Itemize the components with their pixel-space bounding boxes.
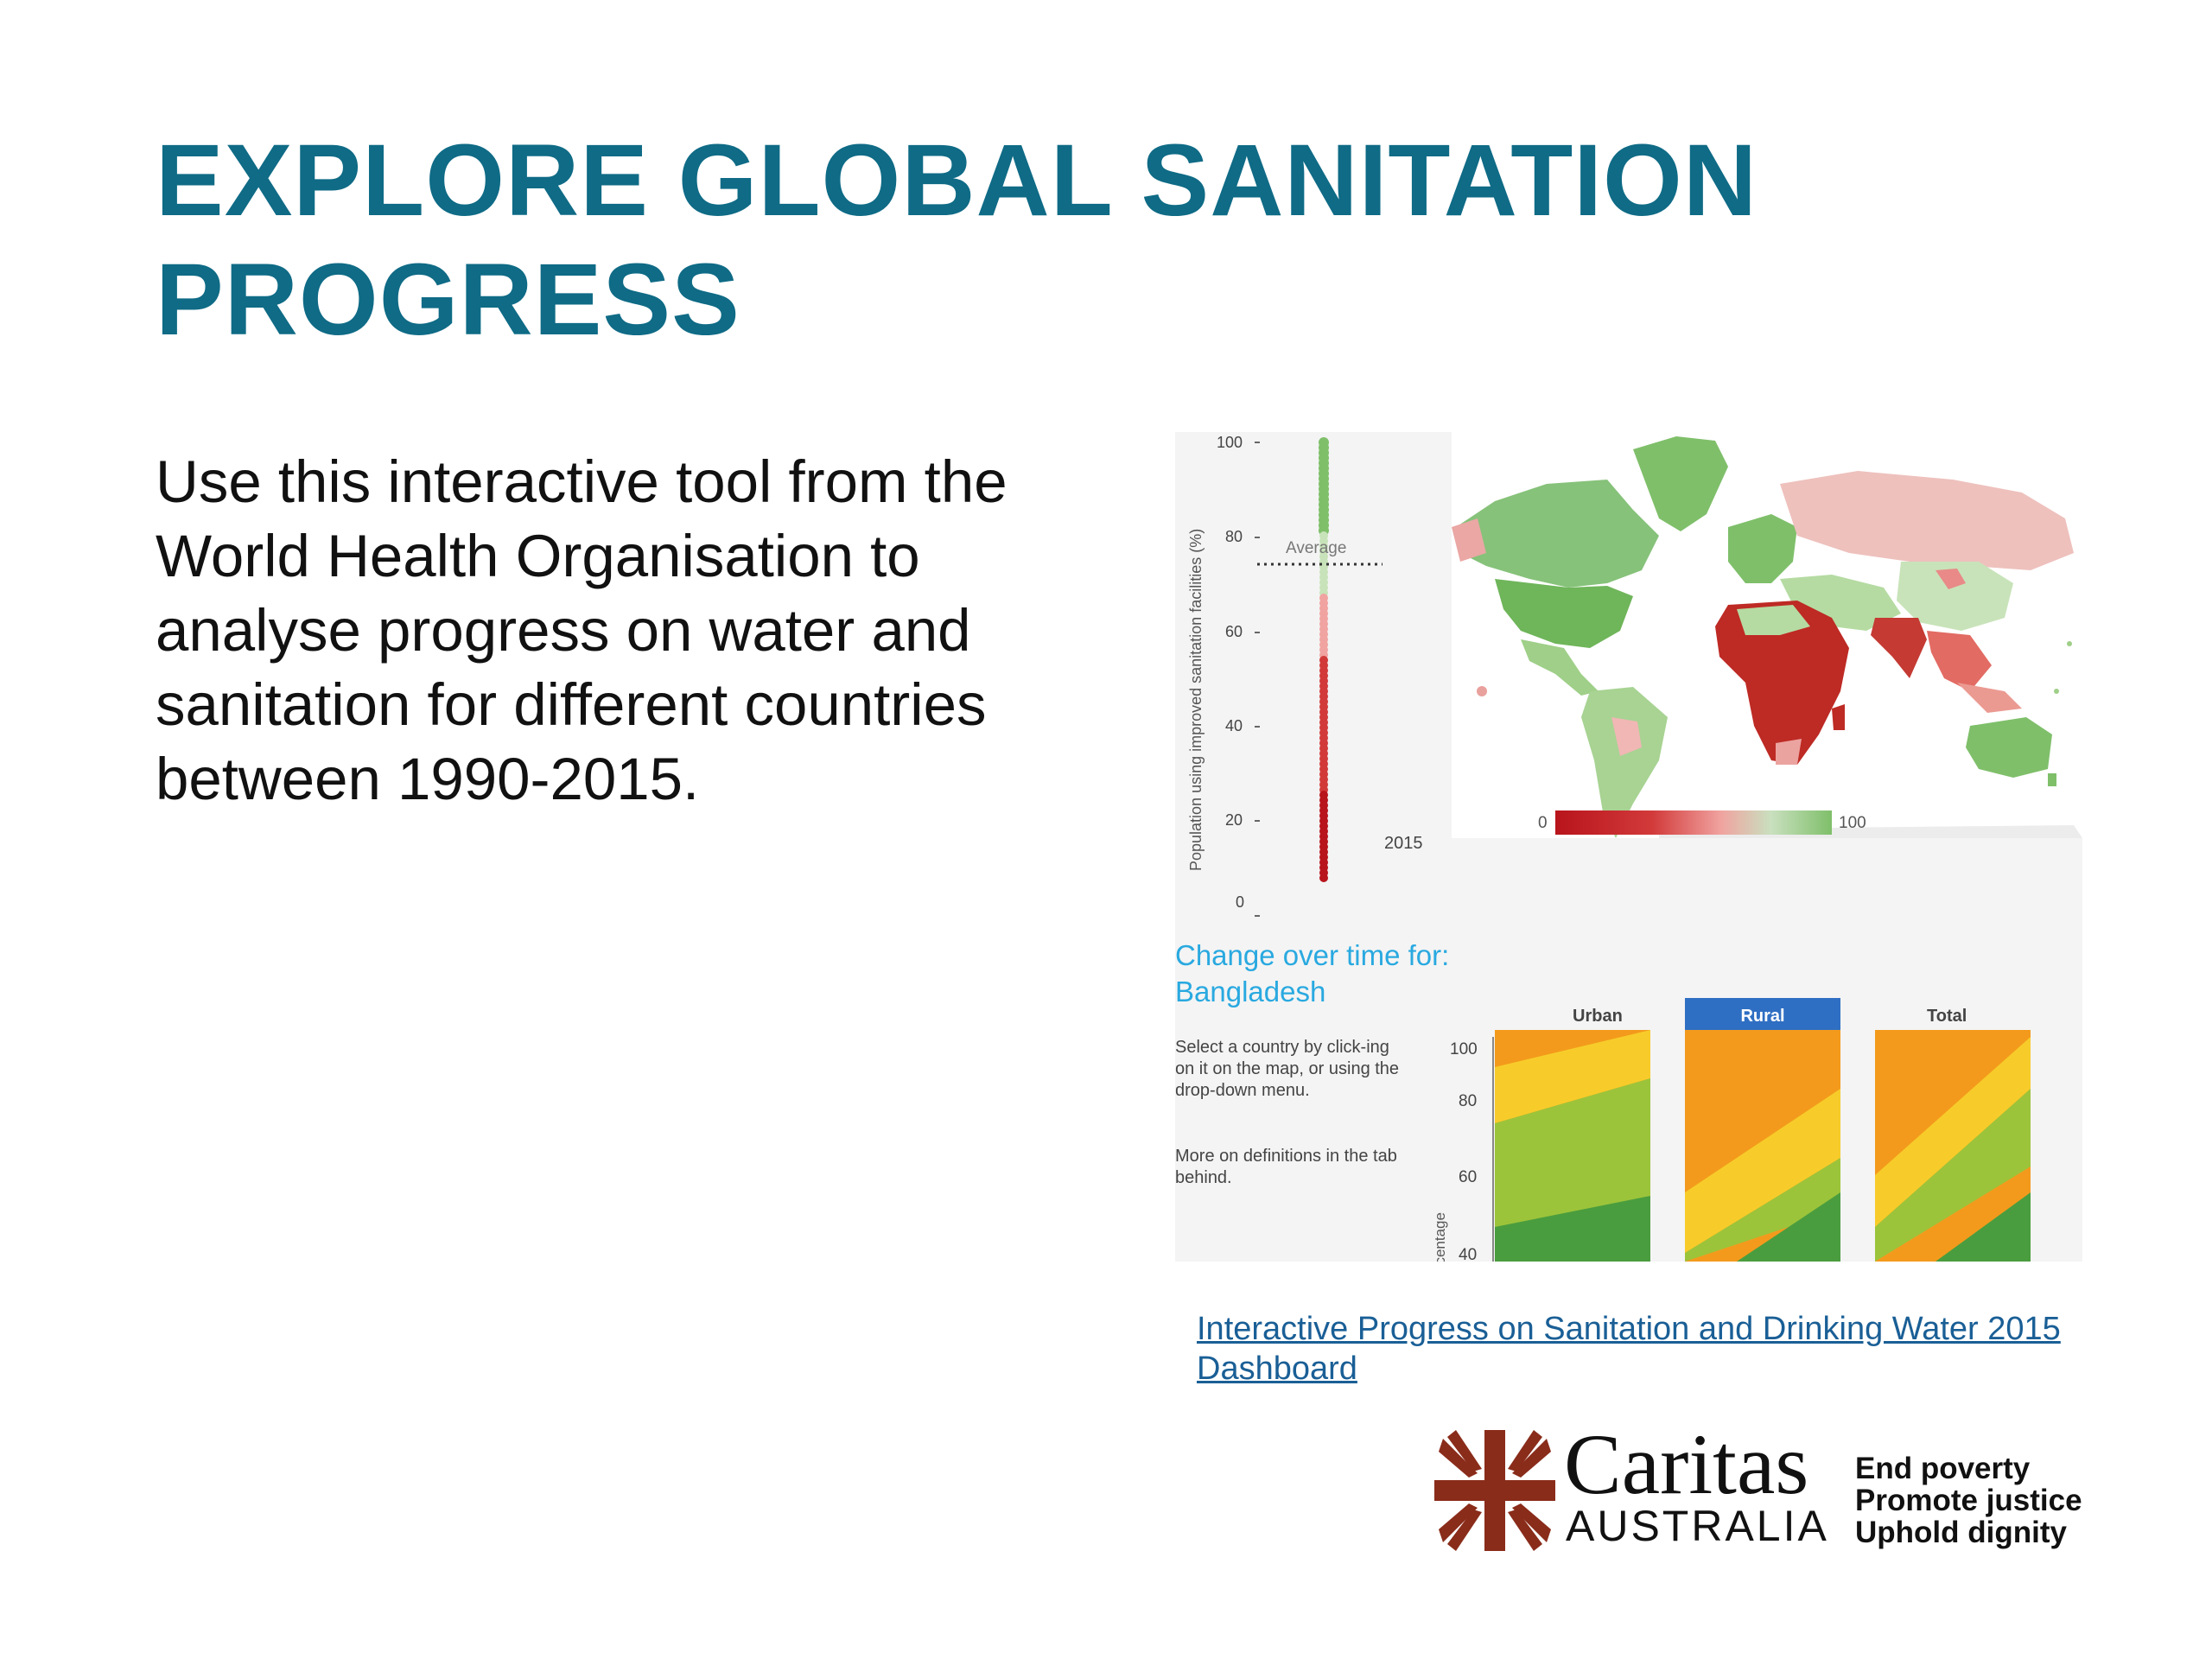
- change-y-tick: 40: [1459, 1246, 1477, 1262]
- strip-tick: 60: [1225, 623, 1243, 640]
- color-scale-legend: 0 100: [1538, 810, 1866, 835]
- instructions-text: Select a country by click-ing on it on t…: [1175, 1038, 1400, 1100]
- strip-tick: 20: [1225, 811, 1243, 829]
- page-title: EXPLORE GLOBAL SANITATION PROGRESS: [156, 121, 1797, 359]
- caritas-logo: Caritas AUSTRALIA End poverty Promote ju…: [1434, 1417, 2091, 1555]
- change-y-tick: 100: [1450, 1040, 1478, 1058]
- average-label: Average: [1286, 539, 1346, 557]
- panel-label-urban: Urban: [1573, 1007, 1623, 1026]
- year-label: 2015: [1384, 834, 1423, 853]
- strip-dots: [1319, 437, 1329, 882]
- strip-y-axis-label: Population using improved sanitation fac…: [1187, 529, 1205, 871]
- dashboard-link[interactable]: Interactive Progress on Sanitation and D…: [1197, 1311, 2061, 1387]
- strip-tick: 100: [1217, 434, 1243, 451]
- tagline-line: End poverty: [1855, 1452, 2031, 1485]
- panel-urban[interactable]: Urban: [1495, 1007, 1650, 1262]
- change-title-line1: Change over time for:: [1175, 939, 1450, 971]
- title-line-1: EXPLORE GLOBAL SANITATION: [156, 124, 1758, 238]
- body-text: Use this interactive tool from the World…: [156, 448, 1007, 812]
- scale-max-label: 100: [1839, 814, 1866, 832]
- strip-tick: 80: [1225, 528, 1243, 545]
- title-line-2: PROGRESS: [156, 243, 741, 357]
- change-y-axis-label: Percentage: [1432, 1212, 1448, 1262]
- world-map[interactable]: [1452, 432, 2082, 838]
- change-over-time-title: Change over time for: Bangladesh: [1175, 938, 1486, 1010]
- strip-plot: Population using improved sanitation fac…: [1187, 434, 1423, 917]
- scale-min-label: 0: [1538, 814, 1548, 832]
- caritas-cross-icon: [1434, 1430, 1555, 1551]
- definitions-note: More on definitions in the tab behind.: [1175, 1147, 1397, 1187]
- change-chart: Percentage 100 80 60 40 Urban Rural: [1432, 998, 2031, 1262]
- strip-dot[interactable]: [1319, 874, 1328, 882]
- panel-label-rural: Rural: [1740, 1007, 1784, 1026]
- panel-label-total: Total: [1927, 1007, 1967, 1026]
- selected-country[interactable]: Bangladesh: [1175, 976, 1326, 1007]
- tagline-line: Uphold dignity: [1855, 1516, 2067, 1549]
- logo-country: AUSTRALIA: [1566, 1502, 1829, 1550]
- dashboard-graphics: Population using improved sanitation fac…: [1187, 432, 2082, 1262]
- tagline-line: Promote justice: [1855, 1484, 2082, 1517]
- strip-tick: 0: [1236, 893, 1244, 911]
- panel-total[interactable]: Total: [1875, 1007, 2031, 1262]
- change-y-tick: 80: [1459, 1092, 1477, 1110]
- dashboard-screenshot: Population using improved sanitation fac…: [1175, 432, 2082, 1262]
- logo-tagline: End poverty Promote justice Uphold digni…: [1855, 1452, 2082, 1548]
- logo-name: Caritas: [1564, 1416, 1809, 1512]
- panel-rural[interactable]: Rural: [1685, 998, 1840, 1262]
- change-y-tick: 60: [1459, 1168, 1477, 1186]
- strip-tick: 40: [1225, 717, 1243, 734]
